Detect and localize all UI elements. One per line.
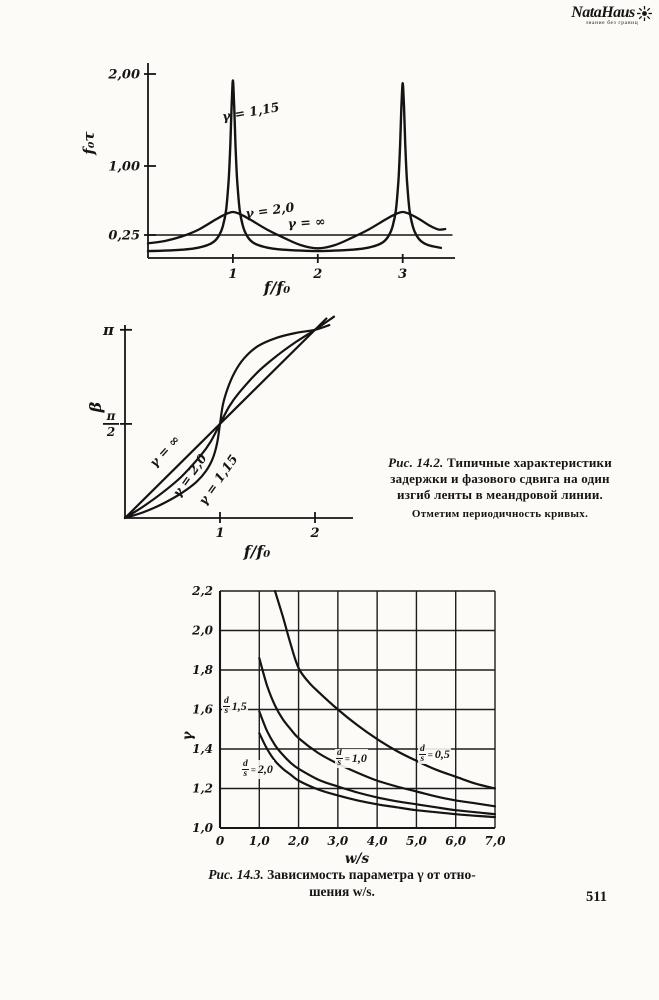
- delay-chart-svg: 2,00 1,00 0,25 1 2 3 f/f₀ f₀τ γ = 1,15 γ = 2,0γ =…: [80, 63, 455, 297]
- series-curve: [258, 710, 497, 816]
- curve-label: γ = 1,15: [221, 99, 281, 124]
- logo-text: NataHaus: [571, 4, 635, 21]
- y-tick-label: 1,2: [192, 782, 213, 796]
- caption-line: задержки и фазового сдвига на один: [390, 471, 610, 486]
- gamma-chart-svg: 2,22,01,81,61,41,21,00 1,0 2,0 3,0 4,0 5,0 6,0…: [180, 584, 507, 867]
- y-tick-label: 2,2: [191, 584, 213, 598]
- x-tick-label: 7,0: [485, 834, 507, 848]
- curve-label: γ = ∞: [146, 432, 182, 470]
- curve-label-d-over-s: d s = 1,0: [335, 748, 368, 768]
- x-tick-label: 2,0: [287, 834, 310, 848]
- caption-line: шения w/s.: [309, 884, 375, 899]
- figure-14-2-note: Отметим периодичность кривых.: [411, 508, 589, 520]
- x-axis-label: f/f₀: [263, 278, 291, 297]
- y-tick-label: 1,0: [192, 821, 214, 835]
- curve-label-d-over-s: d s 1,5: [222, 696, 248, 716]
- x-tick-label: 1: [215, 526, 224, 541]
- curve-label-d-over-s: d s = 2,0: [241, 759, 274, 779]
- d-s-value: 1,5: [231, 699, 247, 713]
- logo-sun-icon: [636, 5, 652, 21]
- y-tick-label: π: [102, 321, 115, 339]
- equals-sign: =: [344, 753, 350, 764]
- x-tick-label: 3: [398, 267, 407, 282]
- x-tick-label: 1,0: [249, 834, 271, 848]
- figure-14-3-tag: Рис. 14.3.: [208, 867, 264, 882]
- caption-line: Типичные характеристики: [446, 455, 612, 470]
- y-tick-label: 2,0: [191, 624, 214, 638]
- curve-label: γ = 2,0: [244, 199, 295, 221]
- x-tick-label: 4,0: [367, 834, 389, 848]
- series-curve: [123, 324, 331, 520]
- page-number: 511: [586, 889, 607, 905]
- figure-14-2-tag: Рис. 14.2.: [388, 455, 444, 470]
- x-tick-label: 6,0: [445, 834, 467, 848]
- y-tick-label: 1,6: [192, 703, 214, 717]
- y-tick-label: 1,4: [192, 742, 213, 756]
- y-axis-label: γ: [180, 730, 196, 740]
- curve-label: γ = ∞: [287, 213, 326, 231]
- series-curve: [123, 315, 336, 520]
- equals-sign: =: [427, 749, 433, 760]
- y-tick-label: 1,8: [192, 663, 214, 677]
- y-axis-label: f₀τ: [80, 131, 98, 156]
- series-curve: [146, 210, 447, 250]
- x-axis-label: w/s: [345, 851, 370, 867]
- y-tick-label: 1,00: [108, 160, 140, 175]
- x-tick-label: 5,0: [406, 834, 428, 848]
- figure-14-2-caption: Рис. 14.2. Типичные характеристики задер…: [350, 455, 650, 522]
- y-axis-label: β: [86, 401, 105, 413]
- d-s-value: 0,5: [434, 747, 450, 761]
- series-curve: [123, 317, 328, 520]
- x-tick-label: 3,0: [327, 834, 349, 848]
- y-tick-label: π: [106, 409, 116, 423]
- series-curve: [146, 79, 443, 253]
- fig-14-2-delay-chart: 2,00 1,00 0,25 1 2 3 f/f₀ f₀τ γ = 1,15 γ = 2,0 γ =…: [70, 55, 470, 300]
- curve-label-d-over-s: d s = 0,5: [418, 744, 451, 764]
- y-tick-label: 0,25: [108, 229, 140, 244]
- equals-sign: =: [250, 764, 256, 775]
- caption-line: Зависимость параметра γ от отно-: [267, 867, 476, 882]
- logo-tagline: знание без границ: [585, 20, 639, 26]
- x-tick-label: 2: [309, 526, 319, 541]
- series-curve: [258, 732, 497, 819]
- y-tick-label: 2: [106, 425, 115, 439]
- x-tick-label: 1: [228, 267, 237, 282]
- x-tick-label: 2: [312, 267, 322, 282]
- y-tick-label: 2,00: [107, 68, 140, 83]
- d-s-value: 1,0: [351, 751, 367, 765]
- fig-14-3-gamma-chart: 2,2 2,0 1,8 1,6 1,4 1,2 1,0 0 1,0 2,0 3,0 4,0 5,0 6,0…: [180, 583, 510, 868]
- x-axis-label: f/f₀: [243, 542, 271, 561]
- x-tick-label: 0: [216, 834, 225, 848]
- caption-line: изгиб ленты в меандровой линии.: [397, 487, 603, 502]
- figure-14-3-caption: Рис. 14.3. Зависимость параметра γ от от…: [172, 866, 512, 900]
- fig-14-2-phase-chart: π π 2 1 2 f/f₀ β γ = ∞ γ = 2,0 γ = 1,15: [85, 315, 375, 565]
- series-curve: [258, 657, 497, 808]
- d-s-value: 2,0: [257, 762, 273, 776]
- natahaus-logo: NataHaus знание без границ: [566, 4, 658, 26]
- series-curve: [273, 589, 497, 790]
